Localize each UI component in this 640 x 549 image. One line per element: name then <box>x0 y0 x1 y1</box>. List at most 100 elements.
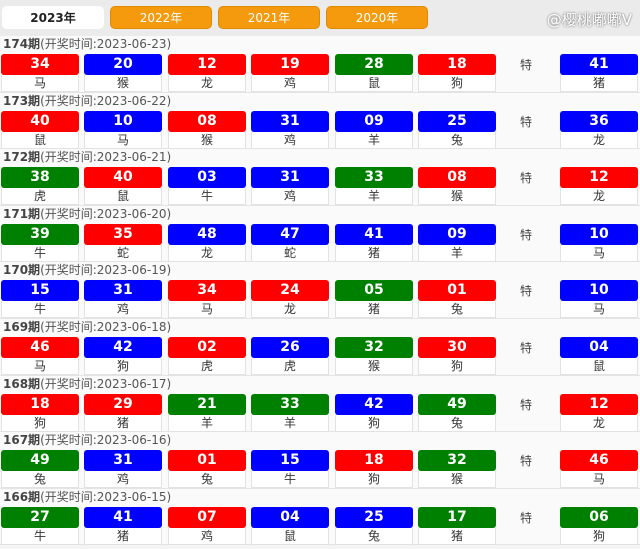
ball-number: 25 <box>418 110 496 132</box>
zodiac: 马 <box>168 301 246 319</box>
special-ball: 10 马 <box>560 280 638 319</box>
number-ball: 18 狗 <box>418 54 496 92</box>
zodiac: 猴 <box>418 471 496 489</box>
tab-year-2023[interactable]: 2023年 <box>2 6 104 29</box>
ball-number: 10 <box>560 280 638 302</box>
ball-number: 20 <box>84 54 162 75</box>
zodiac: 龙 <box>560 188 638 206</box>
zodiac: 鸡 <box>251 75 329 92</box>
draw-title: 169期(开奖时间:2023-06-18) <box>0 319 640 336</box>
zodiac: 猴 <box>335 357 413 375</box>
zodiac: 马 <box>560 244 638 262</box>
zodiac: 牛 <box>1 244 79 262</box>
draw-row: 168期(开奖时间:2023-06-17) 18 狗 29 猪 21 羊 33 羊 42 狗 49 兔特… <box>0 375 640 433</box>
ball-number: 31 <box>251 167 329 189</box>
special-label: 特 <box>520 510 533 525</box>
ball-number: 25 <box>335 506 413 528</box>
tab-year-2022[interactable]: 2022年 <box>110 6 212 29</box>
ball-number: 29 <box>84 393 162 415</box>
zodiac: 羊 <box>418 244 496 262</box>
zodiac: 兔 <box>418 131 496 149</box>
zodiac: 虎 <box>251 357 329 375</box>
ball-number: 09 <box>418 223 496 245</box>
number-ball: 18 狗 <box>335 450 413 489</box>
draw-row: 171期(开奖时间:2023-06-20) 39 牛 35 蛇 48 龙 47 蛇 41 猪 09 羊特… <box>0 205 640 263</box>
zodiac: 狗 <box>560 527 638 545</box>
zodiac: 马 <box>560 471 638 489</box>
ball-number: 39 <box>1 223 79 245</box>
ball-number: 32 <box>418 450 496 472</box>
ball-number: 46 <box>1 336 79 358</box>
ball-number: 10 <box>560 223 638 245</box>
number-ball: 20 猴 <box>84 54 162 92</box>
number-ball: 29 猪 <box>84 393 162 432</box>
ball-number: 34 <box>168 280 246 302</box>
tab-year-2021[interactable]: 2021年 <box>218 6 320 29</box>
number-ball: 31 鸡 <box>251 110 329 149</box>
special-ball: 04 鼠 <box>560 336 638 375</box>
number-ball: 27 牛 <box>1 506 79 545</box>
ball-number: 33 <box>251 393 329 415</box>
draw-time: (开奖时间:2023-06-22) <box>40 93 172 108</box>
ball-number: 38 <box>1 167 79 189</box>
zodiac: 蛇 <box>84 244 162 262</box>
number-ball: 18 狗 <box>1 393 79 432</box>
draw-title: 171期(开奖时间:2023-06-20) <box>0 206 640 223</box>
zodiac: 狗 <box>418 75 496 92</box>
number-ball: 41 猪 <box>335 223 413 262</box>
number-ball: 32 猴 <box>418 450 496 489</box>
ball-number: 40 <box>84 167 162 189</box>
ball-number: 34 <box>1 54 79 75</box>
ball-number: 08 <box>168 110 246 132</box>
number-ball: 39 牛 <box>1 223 79 262</box>
special-label: 特 <box>520 171 533 186</box>
period: 166期 <box>3 489 41 504</box>
ball-number: 19 <box>251 54 329 75</box>
draw-title: 172期(开奖时间:2023-06-21) <box>0 149 640 166</box>
zodiac: 鸡 <box>251 131 329 149</box>
number-ball: 46 马 <box>1 336 79 375</box>
ball-number: 35 <box>84 223 162 245</box>
ball-number: 12 <box>168 54 246 75</box>
number-ball: 26 虎 <box>251 336 329 375</box>
ball-number: 09 <box>335 110 413 132</box>
ball-number: 42 <box>335 393 413 415</box>
zodiac: 龙 <box>560 131 638 149</box>
ball-number: 47 <box>251 223 329 245</box>
ball-number: 15 <box>251 450 329 472</box>
ball-number: 28 <box>335 54 413 75</box>
ball-number: 03 <box>168 167 246 189</box>
zodiac: 鸡 <box>84 471 162 489</box>
draw-title: 173期(开奖时间:2023-06-22) <box>0 93 640 110</box>
zodiac: 马 <box>1 75 79 92</box>
special-label: 特 <box>520 114 533 129</box>
number-ball: 32 猴 <box>335 336 413 375</box>
zodiac: 鼠 <box>84 188 162 206</box>
zodiac: 鼠 <box>560 357 638 375</box>
special-label: 特 <box>520 397 533 412</box>
zodiac: 蛇 <box>251 244 329 262</box>
special-label: 特 <box>520 58 533 72</box>
ball-number: 42 <box>84 336 162 358</box>
draw-row: 167期(开奖时间:2023-06-16) 49 兔 31 鸡 01 兔 15 牛 18 狗 32 猴特… <box>0 432 640 489</box>
number-ball: 38 虎 <box>1 167 79 206</box>
tab-year-2020[interactable]: 2020年 <box>326 6 428 29</box>
zodiac: 羊 <box>335 131 413 149</box>
ball-number: 40 <box>1 110 79 132</box>
ball-number: 32 <box>335 336 413 358</box>
number-ball: 30 狗 <box>418 336 496 375</box>
zodiac: 羊 <box>251 414 329 432</box>
number-ball: 07 鸡 <box>168 506 246 545</box>
ball-number: 27 <box>1 506 79 528</box>
period: 168期 <box>3 376 41 391</box>
draw-time: (开奖时间:2023-06-15) <box>40 489 172 504</box>
special-ball: 10 马 <box>560 223 638 262</box>
draw-title: 170期(开奖时间:2023-06-19) <box>0 262 640 279</box>
ball-number: 26 <box>251 336 329 358</box>
ball-number: 33 <box>335 167 413 189</box>
zodiac: 猴 <box>418 188 496 206</box>
number-ball: 41 猪 <box>84 506 162 545</box>
zodiac: 马 <box>84 131 162 149</box>
special-ball: 46 马 <box>560 450 638 489</box>
zodiac: 猪 <box>84 527 162 545</box>
